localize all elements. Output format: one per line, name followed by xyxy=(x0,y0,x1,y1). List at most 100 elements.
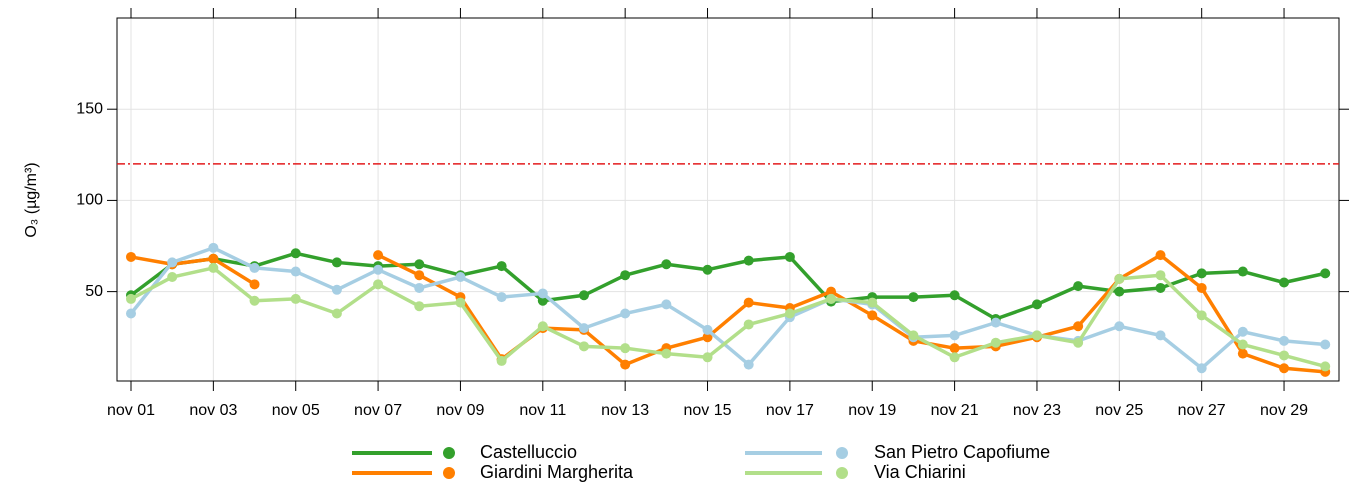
y-tick-label: 100 xyxy=(76,192,103,209)
data-point xyxy=(1237,326,1248,337)
data-point xyxy=(702,332,713,343)
data-point xyxy=(1279,277,1290,288)
legend-dot xyxy=(443,447,455,459)
data-point xyxy=(496,261,507,272)
data-point xyxy=(743,319,754,330)
series-line xyxy=(129,251,1326,321)
y-tick-label: 150 xyxy=(76,100,103,117)
x-tick-label: nov 09 xyxy=(436,402,484,419)
x-tick-label: nov 25 xyxy=(1095,402,1143,419)
x-tick-label: nov 13 xyxy=(601,402,649,419)
data-point xyxy=(1073,281,1084,292)
data-point xyxy=(743,359,754,370)
data-point xyxy=(290,293,301,304)
data-point xyxy=(1196,363,1207,374)
data-point xyxy=(1320,339,1331,350)
x-tick-label: nov 19 xyxy=(848,402,896,419)
data-point xyxy=(620,343,631,354)
data-point xyxy=(1237,266,1248,277)
data-point xyxy=(867,310,878,321)
data-point xyxy=(1114,273,1125,284)
legend-label: Castelluccio xyxy=(480,442,577,462)
x-tick-label: nov 03 xyxy=(189,402,237,419)
data-point xyxy=(1155,270,1166,281)
data-point xyxy=(455,297,466,308)
data-point xyxy=(1031,330,1042,341)
data-point xyxy=(537,288,548,299)
data-point xyxy=(620,270,631,281)
data-point xyxy=(949,352,960,363)
data-point xyxy=(743,297,754,308)
data-point xyxy=(414,301,425,312)
data-point xyxy=(1031,299,1042,310)
y-axis-label: O₃ (µg/m³) xyxy=(23,162,40,237)
data-point xyxy=(1073,321,1084,332)
x-tick-label: nov 21 xyxy=(931,402,979,419)
data-point xyxy=(784,308,795,319)
legend-label: Via Chiarini xyxy=(874,462,966,482)
data-point xyxy=(208,262,219,273)
data-point xyxy=(126,308,136,319)
legend-label: Giardini Margherita xyxy=(480,462,634,482)
data-point xyxy=(908,292,919,303)
data-point xyxy=(1320,361,1331,372)
data-point xyxy=(1155,250,1166,261)
x-tick-label: nov 07 xyxy=(354,402,402,419)
legend-dot xyxy=(443,467,455,479)
data-point xyxy=(990,317,1001,328)
data-point xyxy=(784,251,795,262)
data-point xyxy=(167,272,178,283)
data-point xyxy=(1155,330,1166,341)
data-point xyxy=(537,321,548,332)
data-point xyxy=(414,270,425,281)
data-point xyxy=(1237,339,1248,350)
data-point xyxy=(414,282,425,293)
data-point xyxy=(949,330,960,341)
data-point xyxy=(1279,350,1290,361)
legend-dot xyxy=(836,447,848,459)
data-point xyxy=(373,264,384,275)
data-point xyxy=(249,262,260,273)
data-point xyxy=(949,290,960,301)
data-point xyxy=(949,343,960,354)
data-point xyxy=(908,330,919,341)
data-point xyxy=(331,284,342,295)
data-point xyxy=(826,293,837,304)
legend-dot xyxy=(836,467,848,479)
data-point xyxy=(455,272,466,283)
data-point xyxy=(661,259,672,270)
data-point xyxy=(826,286,837,297)
data-point xyxy=(1237,348,1248,359)
data-point xyxy=(1114,321,1125,332)
data-point xyxy=(1279,363,1290,374)
x-tick-label: nov 15 xyxy=(683,402,731,419)
x-tick-label: nov 01 xyxy=(107,402,155,419)
data-point xyxy=(620,359,631,370)
x-tick-label: nov 29 xyxy=(1260,402,1308,419)
data-point xyxy=(702,264,713,275)
data-point xyxy=(167,257,178,268)
x-tick-label: nov 05 xyxy=(272,402,320,419)
data-point xyxy=(373,279,384,290)
data-point xyxy=(1155,282,1166,293)
y-tick-label: 50 xyxy=(85,283,103,300)
x-tick-label: nov 23 xyxy=(1013,402,1061,419)
series-line xyxy=(130,253,1326,374)
data-point xyxy=(578,341,589,352)
data-point xyxy=(126,251,136,262)
data-point xyxy=(208,242,219,253)
data-point xyxy=(1196,310,1207,321)
legend-label: San Pietro Capofiume xyxy=(874,442,1050,462)
data-point xyxy=(620,308,631,319)
x-tick-label: nov 11 xyxy=(519,402,566,419)
data-point xyxy=(290,266,301,277)
series-line xyxy=(130,266,1326,369)
x-tick-label: nov 27 xyxy=(1178,402,1226,419)
data-point xyxy=(702,352,713,363)
data-point xyxy=(126,293,136,304)
data-point xyxy=(331,257,342,268)
data-point xyxy=(1196,268,1207,279)
data-point xyxy=(578,290,589,301)
